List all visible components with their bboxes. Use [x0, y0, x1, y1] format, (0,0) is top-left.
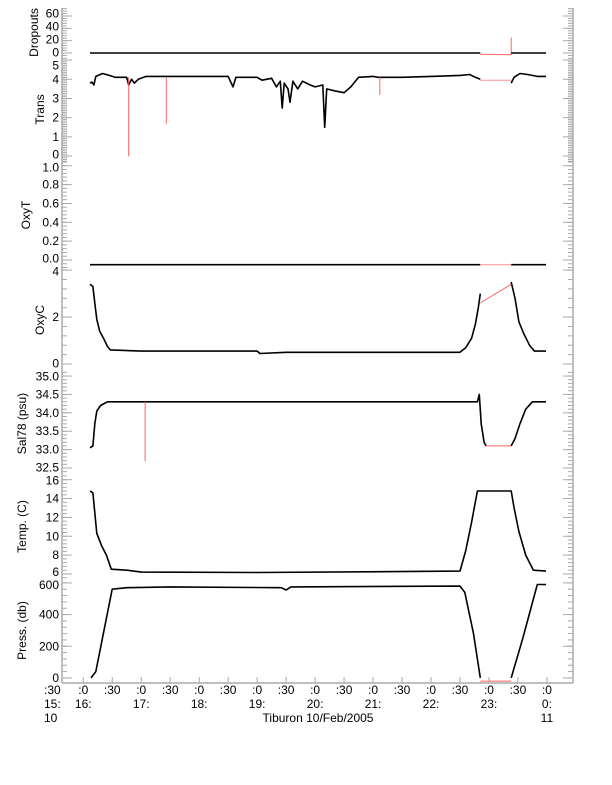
x-tick-label: 21: [365, 697, 382, 711]
x-tick-label: 22: [423, 697, 440, 711]
series-line [510, 583, 546, 679]
y-tick-label: 0.8 [42, 178, 59, 192]
x-tick-label: :0 [252, 683, 262, 697]
y-axis-label: OxyC [33, 305, 47, 335]
x-tick-label: :30 [278, 683, 295, 697]
x-tick-label: :0 [194, 683, 204, 697]
series-line [89, 490, 547, 574]
y-tick-label: 0 [52, 147, 59, 161]
x-tick-label: :0 [426, 683, 436, 697]
x-axis: :3015:10:016::30:017::30:018::30:019::30… [44, 677, 573, 725]
x-tick-label: 0: [542, 697, 552, 711]
y-tick-label: 4 [52, 265, 59, 279]
series-line [510, 72, 546, 84]
y-tick-label: 12 [46, 510, 60, 524]
x-tick-label: 19: [249, 697, 266, 711]
panel-press-db: 0 200 400 600 Press. (db) [15, 578, 574, 685]
x-tick-label: :30 [452, 683, 469, 697]
x-tick-label: :0 [484, 683, 494, 697]
x-tick-label: :30 [336, 683, 353, 697]
y-axis-label: Sal78 (psu) [15, 393, 29, 454]
y-tick-label: 1 [52, 130, 59, 144]
x-tick-label: 10 [44, 711, 58, 725]
panel-temp-c: 6 8 10 12 14 16 Temp. (C) [15, 473, 574, 579]
y-tick-label: 6 [52, 565, 59, 579]
series-line [510, 281, 546, 352]
x-tick-label: :0 [78, 683, 88, 697]
y-tick-label: 0 [52, 357, 59, 371]
y-tick-label: 10 [46, 529, 60, 543]
series-line [89, 283, 482, 355]
x-tick-label: :30 [104, 683, 121, 697]
y-tick-label: 400 [39, 608, 59, 622]
series-line [90, 585, 482, 679]
x-tick-label: 17: [133, 697, 150, 711]
y-tick-label: 0.6 [42, 197, 59, 211]
y-tick-label: 60 [46, 7, 60, 21]
y-tick-label: 5 [52, 59, 59, 73]
x-tick-label: :0 [542, 683, 552, 697]
y-tick-label: 3 [52, 92, 59, 106]
y-tick-label: 1.0 [42, 160, 59, 174]
x-tick-label: :0 [310, 683, 320, 697]
y-tick-label: 34.5 [36, 387, 60, 401]
panel-sal78-psu: 32.5 33.0 33.5 34.0 34.5 35.0 Sal78 (psu) [15, 370, 574, 475]
x-tick-label: :30 [220, 683, 237, 697]
y-tick-label: 8 [52, 548, 59, 562]
series-line [89, 393, 487, 449]
y-tick-label: 14 [46, 492, 60, 506]
y-tick-label: 4 [52, 72, 59, 86]
y-tick-label: 33.5 [36, 424, 60, 438]
x-tick-label: :0 [136, 683, 146, 697]
panel-oxyt: 0.0 0.2 0.4 0.6 0.8 1.0 OxyT [19, 160, 574, 269]
x-tick-label: 16: [75, 697, 92, 711]
x-tick-label: 23: [481, 697, 498, 711]
y-tick-label: 200 [39, 639, 59, 653]
y-tick-label: 0.2 [42, 234, 59, 248]
y-tick-label: 0.4 [42, 215, 59, 229]
y-tick-label: 34.0 [36, 406, 60, 420]
x-tick-label: 18: [191, 697, 208, 711]
x-tick-label: :30 [394, 683, 411, 697]
y-axis-label: OxyT [19, 200, 33, 229]
y-axis-label: Temp. (C) [15, 500, 29, 553]
series-line [480, 37, 512, 56]
panel-trans: 0 1 2 3 45 Trans [33, 57, 574, 162]
series-line [480, 283, 512, 304]
y-tick-label: 0.0 [42, 252, 59, 266]
series-line [89, 72, 481, 129]
panel-oxyc: 0 2 4 OxyC [33, 265, 574, 372]
y-tick-label: 33.0 [36, 443, 60, 457]
y-axis-label: Dropouts [27, 8, 41, 57]
y-tick-label: 40 [46, 20, 60, 34]
x-tick-label: :0 [368, 683, 378, 697]
x-tick-label: :30 [510, 683, 527, 697]
y-tick-label: 35.0 [36, 370, 60, 384]
y-tick-label: 0 [52, 46, 59, 60]
y-tick-label: 600 [39, 578, 59, 592]
y-tick-label: 2 [52, 111, 59, 125]
y-axis-label: Press. (db) [15, 601, 29, 660]
y-tick-label: 0 [52, 671, 59, 685]
x-tick-label: 15: [44, 697, 61, 711]
x-tick-label: :30 [44, 683, 61, 697]
y-axis-label: Trans [33, 94, 47, 124]
x-axis-title: Tiburon 10/Feb/2005 [263, 711, 374, 725]
y-tick-label: 16 [46, 473, 60, 487]
x-tick-label: 11 [541, 711, 554, 725]
series-line [510, 400, 546, 447]
x-tick-label: :30 [162, 683, 179, 697]
y-tick-label: 2 [52, 310, 59, 324]
y-tick-label: 32.5 [36, 460, 60, 474]
y-tick-label: 20 [46, 33, 60, 47]
x-tick-label: 20: [307, 697, 324, 711]
